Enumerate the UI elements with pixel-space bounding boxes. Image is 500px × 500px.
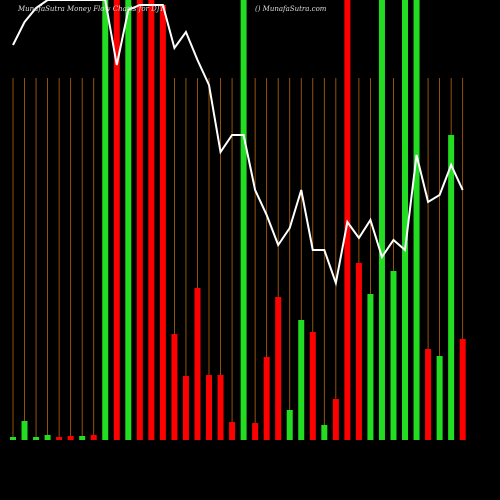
bar	[298, 320, 305, 440]
bar	[309, 332, 316, 440]
bar	[67, 436, 74, 440]
bar	[10, 437, 16, 440]
bar	[263, 357, 270, 440]
bar	[436, 356, 443, 440]
bar	[217, 375, 224, 440]
bar	[344, 0, 351, 440]
bar	[102, 0, 109, 440]
bar	[252, 423, 259, 440]
bar	[448, 135, 455, 440]
bar	[182, 376, 189, 440]
bar	[125, 0, 132, 440]
bar	[113, 0, 120, 440]
bar	[90, 435, 97, 440]
bar	[402, 0, 409, 440]
bar	[332, 399, 339, 440]
chart-subtitle: () MunafaSutra.com	[255, 5, 327, 13]
bar	[390, 271, 397, 440]
bar	[56, 437, 63, 440]
bar	[459, 339, 466, 440]
bar	[367, 294, 374, 440]
bar	[378, 0, 385, 440]
bar	[229, 422, 236, 440]
money-flow-line	[12, 0, 464, 287]
bar	[21, 421, 28, 440]
bar	[286, 410, 293, 440]
chart-title: MunafaSutra Money Flow Charts for DJT	[17, 5, 166, 13]
bar	[148, 0, 155, 440]
bar	[79, 436, 86, 440]
bar	[275, 297, 282, 440]
bar	[321, 425, 328, 440]
bar	[425, 349, 432, 440]
bar	[159, 5, 166, 440]
bar	[44, 435, 51, 440]
bar	[413, 0, 420, 440]
bar	[33, 437, 40, 440]
bar	[240, 0, 247, 440]
bars	[10, 0, 466, 440]
bar	[206, 375, 213, 440]
bar	[171, 334, 178, 440]
bar	[194, 288, 201, 440]
line-layer	[12, 0, 464, 287]
bar	[355, 263, 362, 440]
bar	[136, 0, 143, 440]
